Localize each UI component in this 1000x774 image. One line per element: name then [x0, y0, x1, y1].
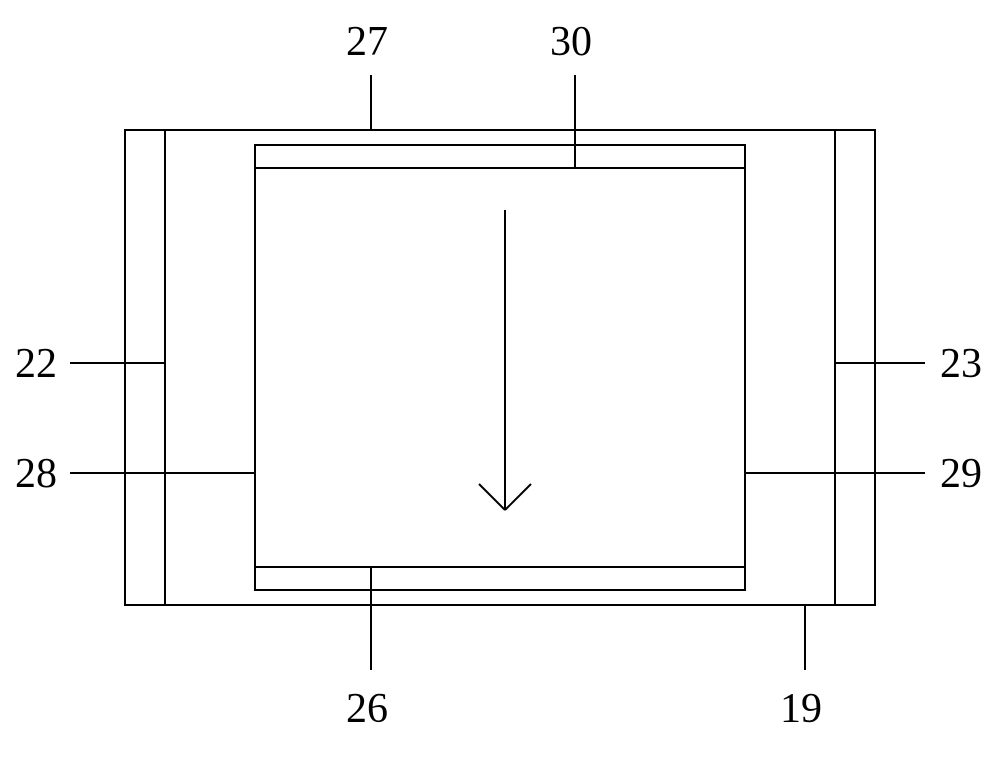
label-22: 22	[15, 340, 57, 388]
technical-diagram: 27 30 22 23 28 29 26 19	[0, 0, 1000, 774]
label-30: 30	[550, 18, 592, 66]
label-19: 19	[780, 685, 822, 733]
label-27: 27	[346, 18, 388, 66]
label-23: 23	[940, 340, 982, 388]
diagram-svg	[0, 0, 1000, 774]
label-29: 29	[940, 450, 982, 498]
label-26: 26	[346, 685, 388, 733]
label-28: 28	[15, 450, 57, 498]
